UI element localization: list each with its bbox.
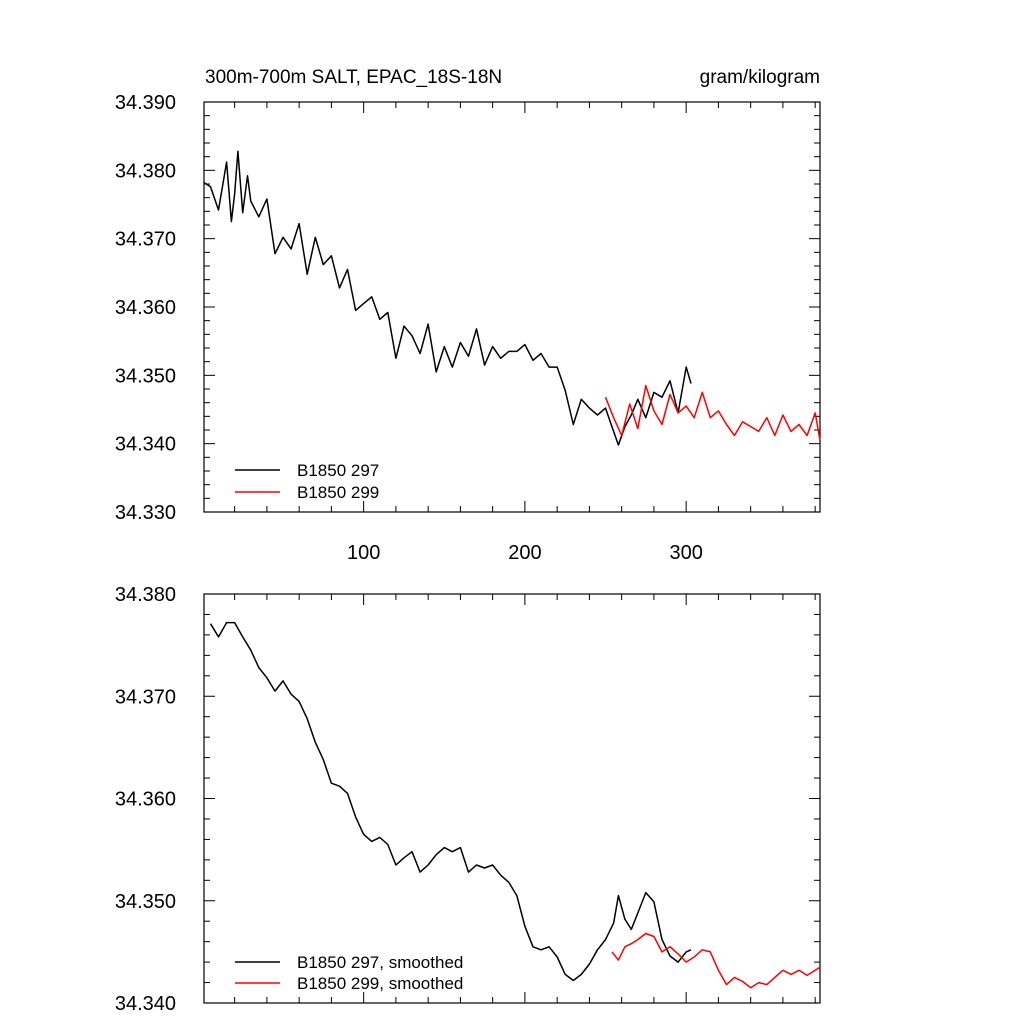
y-tick-label: 34.330: [115, 502, 176, 524]
x-tick-label: 200: [508, 542, 541, 564]
plot-frame: [203, 593, 821, 1004]
units-label: gram/kilogram: [700, 67, 820, 88]
series-line-2: [611, 932, 821, 989]
y-tick-label: 34.350: [115, 891, 176, 913]
series-line-1: [203, 150, 692, 446]
legend-label: B1850 299: [297, 483, 379, 502]
y-tick-label: 34.340: [115, 993, 176, 1015]
y-tick-label: 34.360: [115, 789, 176, 811]
y-tick-label: 34.380: [115, 584, 176, 606]
x-tick-label: 100: [347, 542, 380, 564]
legend-label: B1850 299, smoothed: [297, 974, 463, 993]
top-panel: 300m-700m SALT, EPAC_18S-18N gram/kilogr…: [115, 67, 821, 564]
plot-frame: [203, 101, 821, 513]
legend-label: B1850 297: [297, 461, 379, 480]
series-line-1: [209, 621, 692, 982]
series-line-2: [604, 384, 821, 441]
y-tick-label: 34.350: [115, 365, 176, 387]
y-tick-label: 34.390: [115, 92, 176, 114]
bottom-panel: 34.340 34.350 34.360 34.370 34.380 B1850 297,…: [115, 584, 821, 1015]
y-tick-label: 34.380: [115, 160, 176, 182]
y-tick-label: 34.340: [115, 434, 176, 456]
y-tick-label: 34.360: [115, 297, 176, 319]
y-tick-label: 34.370: [115, 229, 176, 251]
legend-label: B1850 297, smoothed: [297, 953, 463, 972]
y-tick-label: 34.370: [115, 686, 176, 708]
chart-title: 300m-700m SALT, EPAC_18S-18N: [205, 67, 502, 88]
x-tick-label: 300: [669, 542, 702, 564]
